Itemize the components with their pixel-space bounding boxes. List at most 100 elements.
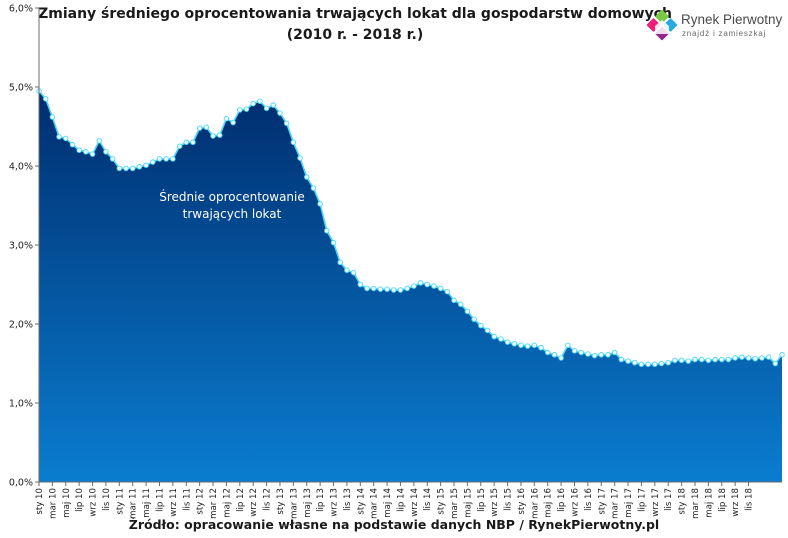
x-tick-label: lip 14 bbox=[396, 488, 406, 512]
data-point bbox=[732, 355, 738, 361]
data-point bbox=[437, 285, 444, 292]
chart-title-line-1: Zmiany średniego oprocentowania trwający… bbox=[38, 6, 672, 22]
x-tick-label: lis 15 bbox=[504, 488, 514, 511]
data-point bbox=[457, 301, 464, 308]
series-annotation: Średnie oprocentowanie bbox=[159, 189, 305, 204]
data-point bbox=[645, 361, 651, 368]
x-tick-label: sty 17 bbox=[597, 488, 607, 515]
data-point bbox=[297, 155, 303, 161]
x-tick-label: wrz 17 bbox=[651, 488, 661, 517]
x-tick-label: maj 14 bbox=[383, 488, 393, 518]
data-point bbox=[364, 285, 370, 292]
data-point bbox=[129, 165, 136, 172]
x-tick-label: lip 12 bbox=[236, 488, 246, 512]
x-tick-label: mar 13 bbox=[289, 488, 299, 519]
x-tick-label: sty 12 bbox=[196, 488, 206, 515]
data-point bbox=[471, 316, 477, 323]
data-point bbox=[270, 102, 277, 108]
plot-area: 0,0% 1,0% 2,0% 3,0% 4,0% 5,0% 6,0% sty 10 mar 10… bbox=[9, 4, 785, 519]
x-tick-label: sty 10 bbox=[35, 488, 45, 515]
data-point bbox=[752, 356, 758, 362]
x-tick-label: wrz 12 bbox=[249, 488, 259, 517]
x-tick-label: wrz 14 bbox=[410, 488, 420, 517]
data-point bbox=[170, 156, 176, 162]
data-point bbox=[203, 124, 210, 131]
x-tick-label: mar 11 bbox=[129, 488, 139, 519]
x-tick-label: lis 11 bbox=[182, 488, 192, 511]
data-point bbox=[190, 139, 196, 146]
series-annotation: trwających lokat bbox=[183, 207, 282, 221]
data-point bbox=[150, 159, 156, 165]
data-point bbox=[658, 360, 665, 367]
data-point bbox=[739, 354, 745, 360]
x-tick-label: maj 13 bbox=[303, 488, 313, 518]
data-point bbox=[558, 355, 564, 361]
data-point bbox=[424, 281, 430, 288]
data-point bbox=[330, 239, 337, 246]
x-tick-label: mar 15 bbox=[450, 488, 460, 519]
data-point bbox=[56, 134, 62, 140]
data-point bbox=[250, 100, 256, 107]
data-point bbox=[591, 352, 598, 359]
data-point bbox=[544, 349, 551, 356]
data-point bbox=[712, 356, 718, 363]
rynek-pierwotny-logo: Rynek Pierwotny znajdź i zamieszkaj bbox=[645, 8, 785, 44]
data-point bbox=[176, 143, 183, 149]
data-point bbox=[678, 357, 685, 364]
data-point bbox=[772, 360, 779, 367]
data-point bbox=[317, 201, 323, 207]
y-tick-label: 1,0% bbox=[9, 399, 33, 410]
data-point bbox=[344, 267, 350, 274]
y-tick-label: 2,0% bbox=[9, 320, 33, 331]
data-point bbox=[618, 356, 625, 363]
x-tick-label: sty 18 bbox=[678, 488, 688, 515]
data-point bbox=[464, 308, 471, 315]
data-point bbox=[404, 285, 410, 292]
x-tick-label: lip 18 bbox=[718, 488, 728, 512]
x-tick-label: maj 15 bbox=[463, 488, 473, 518]
x-tick-label: maj 18 bbox=[704, 488, 714, 518]
data-point bbox=[136, 164, 143, 170]
series-line bbox=[38, 90, 783, 366]
data-point bbox=[444, 288, 451, 295]
x-tick-label: lip 11 bbox=[155, 488, 165, 512]
x-tick-label: mar 18 bbox=[691, 488, 701, 519]
x-tick-label: mar 10 bbox=[48, 488, 58, 519]
data-point bbox=[685, 358, 692, 364]
logo-tagline: znajdź i zamieszkaj bbox=[682, 29, 767, 38]
data-point bbox=[565, 342, 571, 349]
x-tick-label: lis 13 bbox=[343, 488, 353, 511]
data-point bbox=[431, 283, 437, 289]
x-tick-label: wrz 15 bbox=[490, 488, 500, 517]
data-point bbox=[672, 357, 678, 364]
data-point bbox=[518, 342, 524, 349]
data-point bbox=[779, 352, 785, 358]
x-tick-label: wrz 18 bbox=[731, 488, 741, 517]
data-point bbox=[350, 269, 357, 276]
data-point bbox=[585, 351, 591, 357]
data-point bbox=[504, 339, 511, 345]
data-point bbox=[210, 133, 216, 139]
chart-title-line-2: (2010 r. - 2018 r.) bbox=[286, 27, 424, 43]
data-point bbox=[411, 283, 417, 289]
data-point bbox=[719, 356, 725, 363]
x-tick-label: mar 17 bbox=[611, 488, 621, 519]
data-point bbox=[223, 115, 230, 122]
x-tick-label: maj 16 bbox=[544, 488, 554, 518]
x-tick-label: lis 14 bbox=[423, 488, 433, 511]
house-icon bbox=[646, 9, 678, 41]
data-point bbox=[230, 119, 236, 126]
x-tick-label: lip 10 bbox=[75, 488, 85, 512]
data-point bbox=[290, 139, 297, 146]
x-tick-label: sty 16 bbox=[517, 488, 527, 515]
data-point bbox=[304, 174, 310, 180]
x-tick-label: mar 16 bbox=[530, 488, 540, 519]
data-point bbox=[611, 349, 618, 356]
data-point bbox=[42, 96, 49, 102]
data-point bbox=[745, 355, 752, 361]
x-tick-label: maj 10 bbox=[62, 488, 72, 518]
data-point bbox=[698, 356, 705, 363]
data-point bbox=[96, 137, 102, 144]
data-point bbox=[49, 114, 56, 120]
